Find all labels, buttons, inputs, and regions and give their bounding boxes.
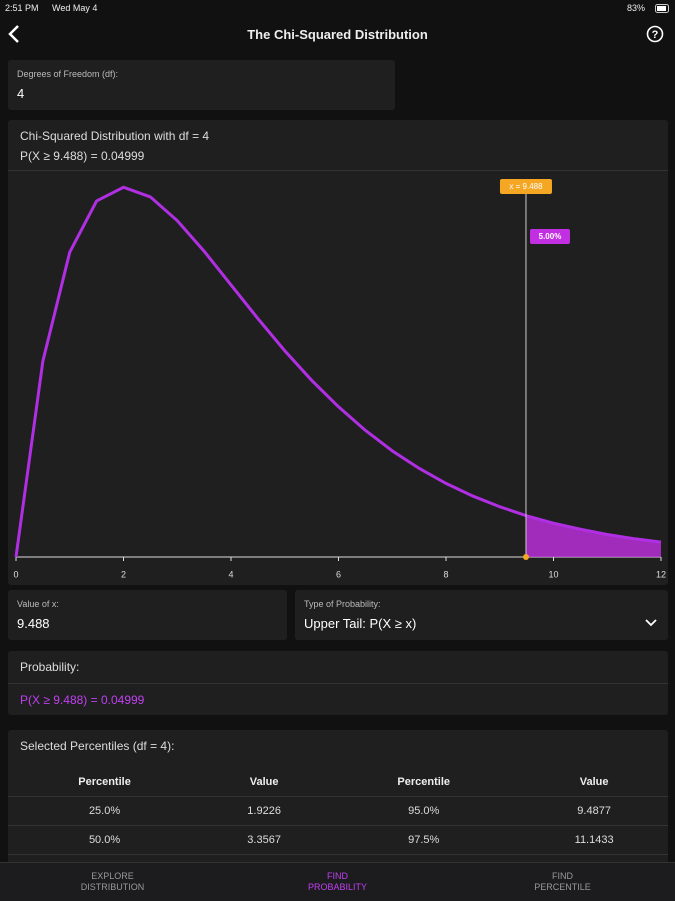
svg-text:?: ? [652,29,659,41]
tab-label: FIND [327,871,348,881]
table-cell: 9.4877 [520,796,668,826]
probability-value: P(X ≥ 9.488) = 0.04999 [20,693,145,707]
probability-card: Probability: P(X ≥ 9.488) = 0.04999 [8,651,668,715]
x-tick-label: 4 [228,569,233,579]
field-value: 9.488 [17,616,50,631]
percentiles-card: Selected Percentiles (df = 4): Percentil… [8,730,668,870]
table-cell: 25.0% [8,796,202,826]
x-tick-label: 2 [121,569,126,579]
field-label: Degrees of Freedom (df): [17,69,119,79]
x-tick-label: 0 [13,569,18,579]
marker-label-bg [499,179,552,194]
tab[interactable]: EXPLORE DISTRIBUTION [0,871,225,893]
header-row: Percentile Value Percentile Value [8,768,668,797]
tab-label: EXPLORE [91,871,134,881]
field-value: Upper Tail: P(X ≥ x) [304,616,417,631]
curve [14,185,662,558]
tab[interactable]: FIND PERCENTILE [450,871,675,893]
table-row: 25.0% 1.9226 95.0% 9.4877 [8,796,668,826]
tab[interactable]: FIND PROBABILITY [225,871,450,893]
type-field[interactable]: Type of Probability: Upper Tail: P(X ≥ x… [295,590,668,640]
nav-title: The Chi-Squared Distribution [247,27,428,42]
percentiles-table: Percentile Value Percentile Value 25.0% 1.922… [8,768,668,870]
table-cell: 3.3567 [201,825,328,855]
back-button[interactable] [6,24,22,44]
table-cell: 97.5% [327,825,521,855]
column-header: Value [249,776,279,788]
chart-title: Chi-Squared Distribution with df = 4 [20,129,210,143]
status-battery: 83% [627,3,646,13]
field-label: Value of x: [17,599,59,609]
column-header: Value [579,776,609,788]
dropdown-icon [645,619,657,627]
tab-label: DISTRIBUTION [80,882,145,892]
column-header: Percentile [397,776,450,788]
x-tick-label: 8 [443,569,448,579]
table-cell: 95.0% [327,796,521,826]
chart: 0 2 4 6 8 10 12 x = 9.488 5.00% [13,179,666,579]
tab-label: FIND [552,871,573,881]
status-date: Wed May 4 [52,3,98,13]
tab-label: PROBABILITY [307,882,368,892]
probability-label: Probability: [20,660,80,674]
marker-label: x = 9.488 [509,182,543,191]
table-cell: 11.1433 [520,825,668,855]
field-value: 4 [17,86,25,101]
chart-subtitle: P(X ≥ 9.488) = 0.04999 [20,149,145,163]
status-time: 2:51 PM [5,3,39,13]
percentiles-title: Selected Percentiles (df = 4): [20,739,175,753]
chart-card: Chi-Squared Distribution with df = 4 P(X… [8,120,668,585]
table-cell: 1.9226 [201,796,328,826]
help-button[interactable]: ? [646,25,664,43]
df-field[interactable]: Degrees of Freedom (df): 4 [8,60,395,110]
marker-dot [522,554,529,560]
field-label: Type of Probability: [304,599,381,609]
x-tick-label: 12 [656,569,666,579]
tab-label: PERCENTILE [534,882,591,892]
value-field[interactable]: Value of x: 9.488 [8,590,287,640]
x-tick-label: 10 [548,569,558,579]
battery-icon [655,4,669,13]
table-row: 50.0% 3.3567 97.5% 11.1433 [8,825,668,855]
x-tick-label: 6 [336,569,341,579]
shade-label: 5.00% [539,232,562,241]
column-header: Percentile [78,776,131,788]
table-cell: 50.0% [8,825,202,855]
shade-label-bg [529,229,570,244]
tab-bar: EXPLORE DISTRIBUTION FIND PROBABILITY FIND PE… [0,862,675,901]
